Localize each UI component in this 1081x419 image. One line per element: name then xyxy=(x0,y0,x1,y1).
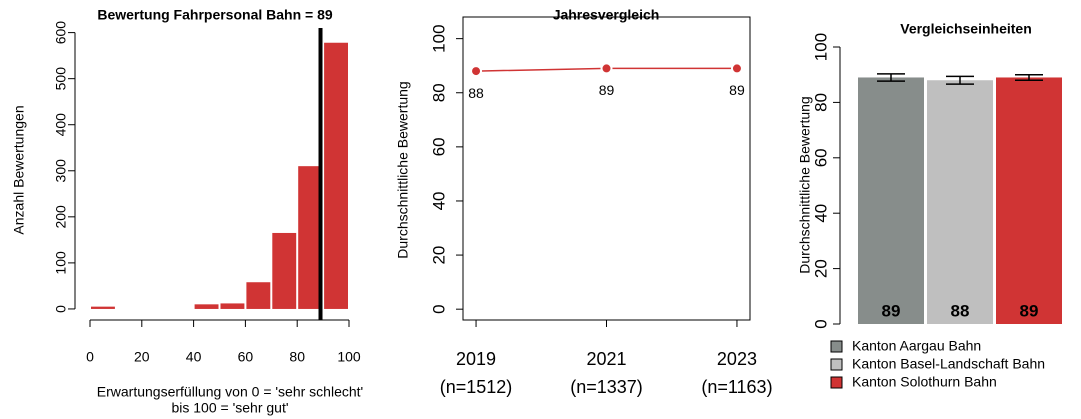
y-tick-label: 20 xyxy=(811,259,830,278)
value-label: 88 xyxy=(951,301,970,320)
x-axis-label: Erwartungserfüllung von 0 = 'sehr schlec… xyxy=(97,384,363,400)
x-tick-label: 0 xyxy=(86,349,94,365)
y-tick-label: 300 xyxy=(53,159,69,183)
histogram-bar xyxy=(324,42,348,309)
y-tick-label: 60 xyxy=(429,137,448,156)
histogram-bar xyxy=(272,232,297,309)
histogram-bar xyxy=(91,306,115,309)
x-tick-label: 20 xyxy=(134,349,150,365)
data-point xyxy=(730,62,743,75)
x-tick-label: 60 xyxy=(238,349,254,365)
value-label: 89 xyxy=(599,82,615,98)
legend-swatch xyxy=(830,376,843,389)
x-axis-label: bis 100 = 'sehr gut' xyxy=(171,400,288,416)
data-point xyxy=(470,65,483,78)
y-tick-label: 0 xyxy=(53,305,69,313)
histogram-bar xyxy=(246,282,271,309)
chart-title: Jahresvergleich xyxy=(553,7,660,23)
sample-size-label: (n=1337) xyxy=(570,377,643,397)
legend-swatch xyxy=(830,340,843,353)
value-label: 89 xyxy=(1020,301,1039,320)
y-tick-label: 100 xyxy=(811,33,830,61)
y-tick-label: 60 xyxy=(811,148,830,167)
value-label: 89 xyxy=(729,82,745,98)
value-label: 88 xyxy=(468,85,484,101)
legend-label: Kanton Solothurn Bahn xyxy=(852,374,997,390)
y-tick-label: 0 xyxy=(811,319,830,328)
y-tick-label: 500 xyxy=(53,67,69,91)
y-axis-label: Durchschnittliche Bewertung xyxy=(797,96,813,273)
y-tick-label: 80 xyxy=(811,93,830,112)
chart-title: Bewertung Fahrpersonal Bahn = 89 xyxy=(97,7,333,23)
histogram-bar xyxy=(220,303,245,309)
x-tick-label: 2019 xyxy=(456,349,496,369)
y-axis-label: Durchschnittliche Bewertung xyxy=(395,81,411,258)
bar xyxy=(927,80,993,325)
legend-swatch xyxy=(830,358,843,371)
legend-label: Kanton Basel-Landschaft Bahn xyxy=(852,356,1045,372)
x-tick-label: 2023 xyxy=(717,349,757,369)
y-tick-label: 100 xyxy=(53,251,69,275)
data-point xyxy=(600,62,613,75)
y-tick-label: 0 xyxy=(429,304,448,313)
y-tick-label: 40 xyxy=(429,192,448,211)
value-label: 89 xyxy=(882,301,901,320)
bar xyxy=(858,77,924,324)
legend-label: Kanton Aargau Bahn xyxy=(852,338,981,354)
y-axis-label: Anzahl Bewertungen xyxy=(11,105,27,234)
y-tick-label: 80 xyxy=(429,83,448,102)
x-tick-label: 2021 xyxy=(586,349,626,369)
y-tick-label: 600 xyxy=(53,21,69,45)
x-tick-label: 100 xyxy=(337,349,361,365)
sample-size-label: (n=1163) xyxy=(701,377,772,397)
sample-size-label: (n=1512) xyxy=(440,377,513,397)
bar xyxy=(996,77,1062,324)
y-tick-label: 20 xyxy=(429,246,448,265)
x-tick-label: 40 xyxy=(186,349,202,365)
y-tick-label: 100 xyxy=(429,24,448,52)
y-tick-label: 40 xyxy=(811,204,830,223)
histogram-bar xyxy=(194,304,219,309)
histogram-bar xyxy=(298,166,323,309)
y-tick-label: 400 xyxy=(53,113,69,137)
x-tick-label: 80 xyxy=(289,349,305,365)
chart-title: Vergleichseinheiten xyxy=(900,21,1032,37)
y-tick-label: 200 xyxy=(53,205,69,229)
